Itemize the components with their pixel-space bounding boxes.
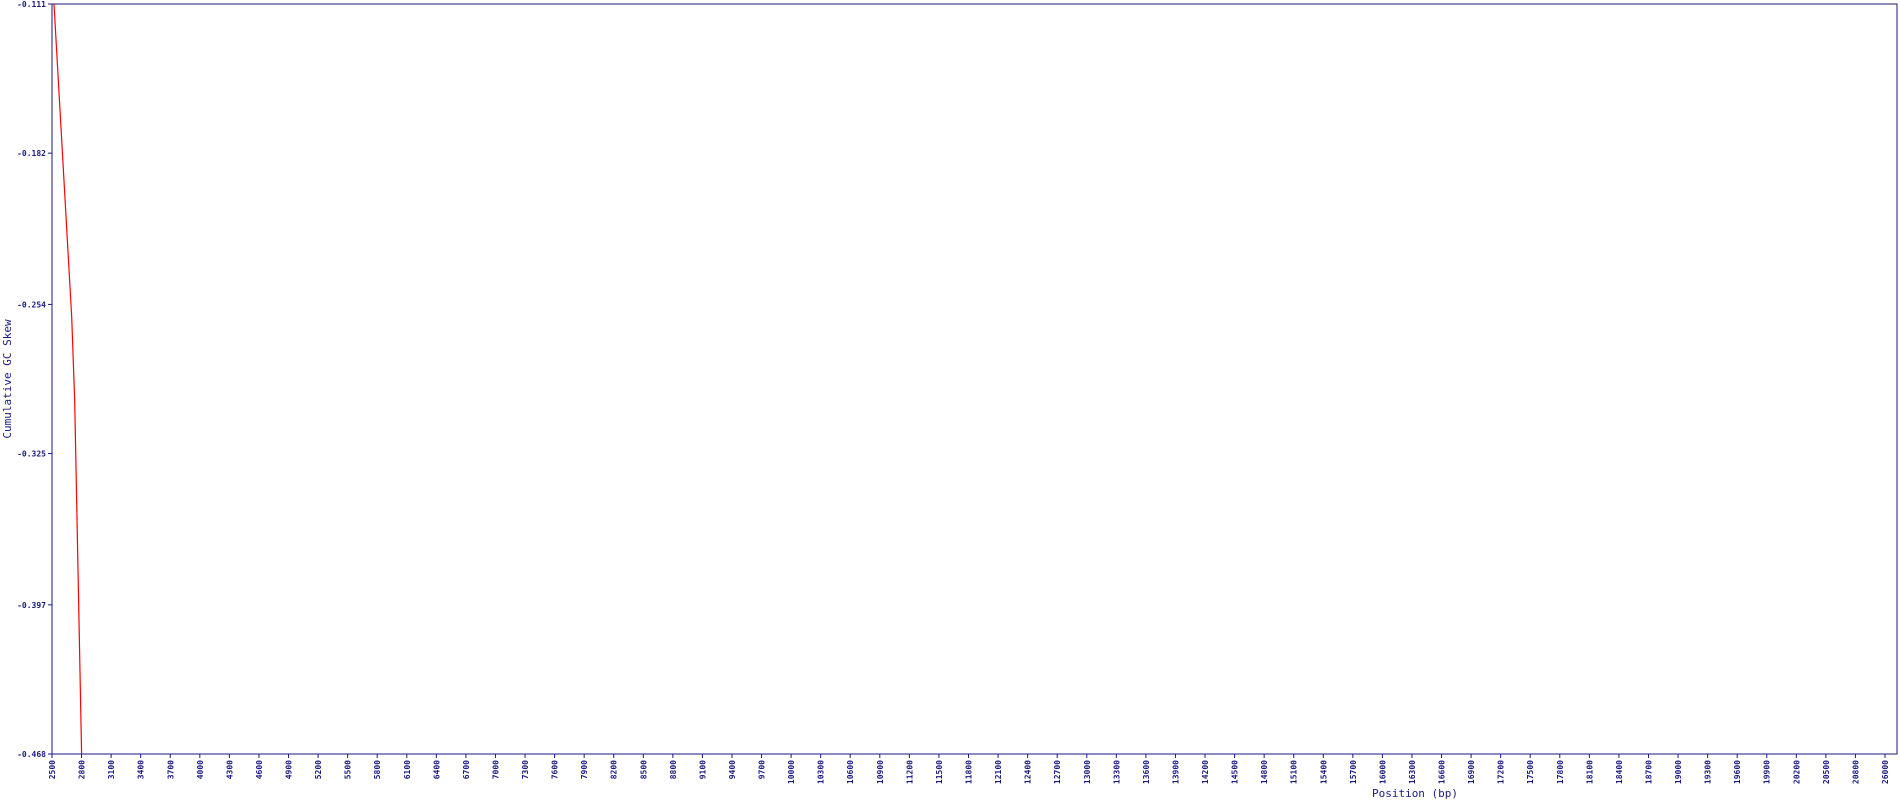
x-tick-label: 11200 — [905, 760, 914, 784]
x-tick-label: 9100 — [698, 760, 707, 779]
x-tick-label: 4900 — [285, 760, 294, 779]
x-tick-label: 4300 — [225, 760, 234, 779]
x-tick-label: 20200 — [1792, 760, 1801, 784]
x-tick-label: 16600 — [1438, 760, 1447, 784]
x-tick-label: 17200 — [1497, 760, 1506, 784]
x-tick-label: 13900 — [1171, 760, 1180, 784]
x-tick-label: 5800 — [373, 760, 382, 779]
x-tick-label: 9700 — [758, 760, 767, 779]
x-tick-label: 6100 — [403, 760, 412, 779]
x-tick-label: 10000 — [787, 760, 796, 784]
x-tick-label: 12400 — [1024, 760, 1033, 784]
x-tick-label: 11500 — [935, 760, 944, 784]
x-tick-label: 3700 — [166, 760, 175, 779]
x-tick-label: 14200 — [1201, 760, 1210, 784]
x-tick-label: 10300 — [817, 760, 826, 784]
x-tick-label: 7600 — [551, 760, 560, 779]
x-tick-label: 17500 — [1526, 760, 1535, 784]
x-tick-label: 12700 — [1053, 760, 1062, 784]
y-axis-label: Cumulative GC Skew — [1, 319, 14, 439]
x-tick-label: 18400 — [1615, 760, 1624, 784]
x-tick-label: 19600 — [1733, 760, 1742, 784]
x-tick-label: 4000 — [196, 760, 205, 779]
series-line — [53, 3, 83, 755]
x-tick-label: 15100 — [1290, 760, 1299, 784]
x-tick-label: 16300 — [1408, 760, 1417, 784]
x-tick-label: 18100 — [1585, 760, 1594, 784]
x-axis-label: Position (bp) — [1372, 787, 1458, 800]
x-tick-label: 11800 — [965, 760, 974, 784]
x-tick-label: 19900 — [1763, 760, 1772, 784]
x-tick-label: 9400 — [728, 760, 737, 779]
plot-area — [51, 3, 1898, 755]
x-tick-label: 13600 — [1142, 760, 1151, 784]
y-tick-label: -0.254 — [17, 300, 46, 309]
x-tick-label: 14800 — [1260, 760, 1269, 784]
x-tick-label: 3100 — [107, 760, 116, 779]
x-tick-label: 7000 — [491, 760, 500, 779]
y-tick-label: -0.111 — [17, 0, 46, 9]
x-tick-label: 16000 — [1378, 760, 1387, 784]
x-tick-label: 10600 — [846, 760, 855, 784]
x-tick-label: 5500 — [344, 760, 353, 779]
y-axis: -0.111 -0.182 -0.254 -0.325 -0.397 -0.468 — [17, 0, 52, 759]
x-tick-label: 10900 — [876, 760, 885, 784]
x-tick-label: 3400 — [137, 760, 146, 779]
x-tick-label: 19000 — [1674, 760, 1683, 784]
y-tick-label: -0.325 — [17, 450, 46, 459]
x-tick-label: 15400 — [1319, 760, 1328, 784]
x-tick-label: 8500 — [639, 760, 648, 779]
x-tick-label: 7300 — [521, 760, 530, 779]
y-tick-label: -0.397 — [17, 601, 46, 610]
x-tick-label: 12100 — [994, 760, 1003, 784]
x-tick-label: 13300 — [1112, 760, 1121, 784]
x-tick-label: 6400 — [432, 760, 441, 779]
x-tick-label: 19300 — [1704, 760, 1713, 784]
x-tick-label: 20800 — [1851, 760, 1860, 784]
x-tick-label: 16900 — [1467, 760, 1476, 784]
series-layer — [53, 3, 83, 755]
x-tick-label: 14500 — [1231, 760, 1240, 784]
x-tick-label: 5200 — [314, 760, 323, 779]
y-tick-label: -0.468 — [17, 750, 46, 759]
x-tick-label: 26000 — [1881, 760, 1890, 784]
x-tick-label: 6700 — [462, 760, 471, 779]
x-axis: 2500 2800 3100 3400 3700 4000 4300 4600 4900 5200… — [48, 754, 1890, 784]
x-tick-label: 8800 — [669, 760, 678, 779]
x-tick-label: 15700 — [1349, 760, 1358, 784]
x-tick-label: 2500 — [48, 760, 57, 779]
x-tick-label: 18700 — [1644, 760, 1653, 784]
y-tick-label: -0.182 — [17, 149, 46, 158]
x-tick-label: 2800 — [78, 760, 87, 779]
x-tick-label: 20500 — [1822, 760, 1831, 784]
x-tick-label: 17800 — [1556, 760, 1565, 784]
x-tick-label: 13000 — [1083, 760, 1092, 784]
x-tick-label: 7900 — [580, 760, 589, 779]
x-tick-label: 4600 — [255, 760, 264, 779]
x-tick-label: 8200 — [610, 760, 619, 779]
